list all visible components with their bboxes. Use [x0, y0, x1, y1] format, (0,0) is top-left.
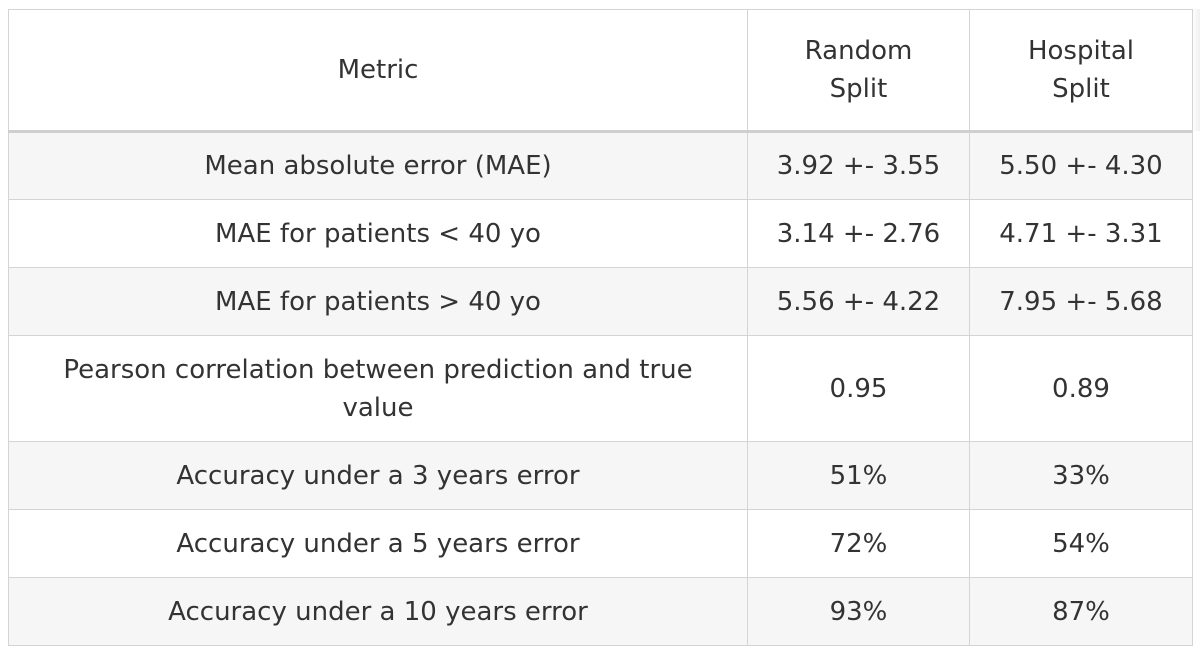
table-row: Mean absolute error (MAE) 3.92 +- 3.55 5… — [8, 130, 1193, 200]
table-row: Accuracy under a 5 years error 72% 54% — [8, 509, 1193, 578]
results-table: Metric Random Split Hospital Split Mean … — [8, 9, 1193, 646]
results-table-container: Metric Random Split Hospital Split Mean … — [8, 9, 1193, 646]
scroll-edge-shadow — [1192, 9, 1200, 131]
random-split-cell: 5.56 +- 4.22 — [747, 267, 970, 336]
metric-cell: MAE for patients < 40 yo — [8, 199, 748, 268]
metric-cell: Accuracy under a 5 years error — [8, 509, 748, 578]
header-metric: Metric — [8, 9, 748, 132]
hospital-split-cell: 4.71 +- 3.31 — [969, 199, 1193, 268]
hospital-split-cell: 5.50 +- 4.30 — [969, 130, 1193, 200]
hospital-split-cell: 87% — [969, 577, 1193, 646]
table-row: Pearson correlation between prediction a… — [8, 335, 1193, 442]
header-hospital-split: Hospital Split — [969, 9, 1193, 132]
metric-cell: Accuracy under a 3 years error — [8, 441, 748, 510]
random-split-cell: 3.92 +- 3.55 — [747, 130, 970, 200]
metric-cell: Pearson correlation between prediction a… — [8, 335, 748, 442]
random-split-cell: 51% — [747, 441, 970, 510]
random-split-cell: 72% — [747, 509, 970, 578]
metric-cell: MAE for patients > 40 yo — [8, 267, 748, 336]
hospital-split-cell: 54% — [969, 509, 1193, 578]
table-row: Accuracy under a 10 years error 93% 87% — [8, 577, 1193, 646]
metric-cell: Mean absolute error (MAE) — [8, 130, 748, 200]
random-split-cell: 0.95 — [747, 335, 970, 442]
table-body: Mean absolute error (MAE) 3.92 +- 3.55 5… — [8, 130, 1193, 646]
header-row: Metric Random Split Hospital Split — [8, 9, 1193, 132]
hospital-split-cell: 0.89 — [969, 335, 1193, 442]
random-split-cell: 3.14 +- 2.76 — [747, 199, 970, 268]
hospital-split-cell: 7.95 +- 5.68 — [969, 267, 1193, 336]
random-split-cell: 93% — [747, 577, 970, 646]
table-row: MAE for patients < 40 yo 3.14 +- 2.76 4.… — [8, 199, 1193, 268]
hospital-split-cell: 33% — [969, 441, 1193, 510]
header-random-split: Random Split — [747, 9, 970, 132]
table-header: Metric Random Split Hospital Split — [8, 9, 1193, 132]
metric-cell: Accuracy under a 10 years error — [8, 577, 748, 646]
table-row: MAE for patients > 40 yo 5.56 +- 4.22 7.… — [8, 267, 1193, 336]
table-row: Accuracy under a 3 years error 51% 33% — [8, 441, 1193, 510]
